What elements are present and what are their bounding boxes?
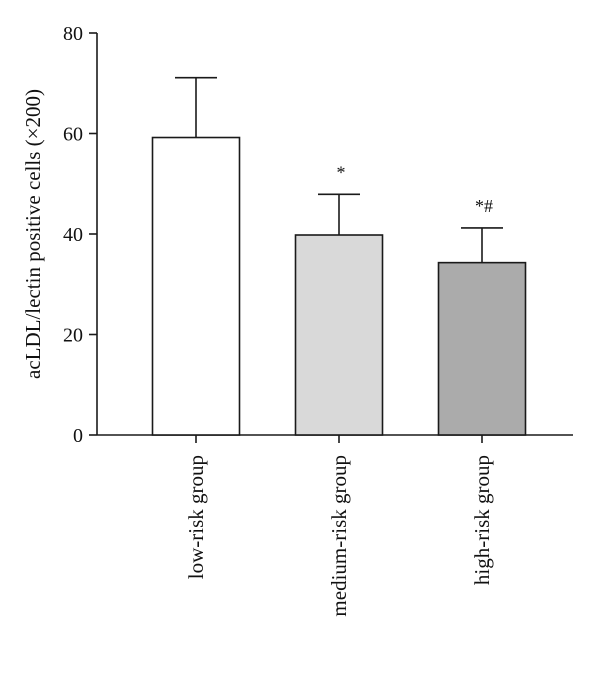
- bar: [294, 234, 384, 436]
- bar: [437, 261, 527, 436]
- y-ticks: 0 20 40 60 80: [63, 23, 97, 447]
- error-bars: [175, 76, 503, 263]
- bar: [151, 136, 241, 436]
- annotations: * *#: [337, 162, 494, 216]
- y-tick-label: 20: [63, 325, 83, 347]
- x-category-label: medium-risk group: [327, 455, 351, 617]
- x-category-label: low-risk group: [184, 455, 208, 579]
- y-tick-label: 60: [63, 124, 83, 146]
- y-tick-label: 0: [73, 425, 83, 447]
- x-category-labels: low-risk group medium-risk group high-risk…: [184, 435, 494, 617]
- y-tick-label: 40: [63, 224, 83, 246]
- x-category-label: high-risk group: [470, 455, 494, 585]
- y-tick-label: 80: [63, 23, 83, 45]
- significance-marker: *: [337, 162, 346, 182]
- significance-marker: *#: [475, 196, 493, 216]
- y-axis-title: acLDL/lectin positive cells (×200): [21, 89, 45, 379]
